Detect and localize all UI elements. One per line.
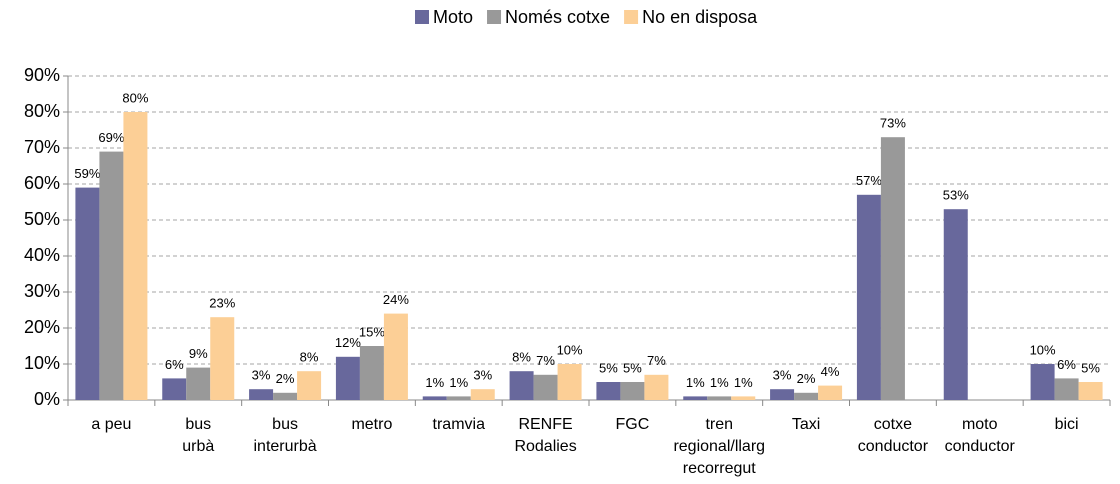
bar <box>383 313 408 400</box>
value-label: 1% <box>686 375 705 390</box>
y-tick-label: 60% <box>24 173 60 193</box>
bar <box>186 367 211 400</box>
legend-swatch <box>487 10 502 24</box>
value-label: 3% <box>473 368 492 383</box>
bar <box>880 137 905 400</box>
value-label: 8% <box>300 350 319 365</box>
value-label: 59% <box>74 166 100 181</box>
x-tick-label: bus interurbà <box>253 416 317 455</box>
bar <box>446 396 471 400</box>
value-label: 23% <box>209 296 235 311</box>
value-label: 5% <box>599 360 618 375</box>
value-label: 4% <box>821 364 840 379</box>
x-tick-label: cotxe conductor <box>857 416 929 455</box>
y-tick-label: 40% <box>24 245 60 265</box>
x-tick-label: bici <box>1054 416 1079 433</box>
value-label: 5% <box>1081 360 1100 375</box>
bar <box>1078 382 1103 400</box>
value-label: 1% <box>710 375 729 390</box>
value-label: 9% <box>189 346 208 361</box>
bar <box>509 371 534 400</box>
bar <box>273 392 298 400</box>
bar <box>731 396 756 400</box>
bar <box>707 396 732 400</box>
bar <box>75 187 100 400</box>
x-tick-label: a peu <box>91 416 132 433</box>
bar <box>596 382 621 400</box>
legend-label: No en disposa <box>642 7 758 27</box>
x-tick-label: tren regional/llarg recorregut <box>673 416 766 477</box>
value-label: 1% <box>449 375 468 390</box>
bar <box>644 374 669 400</box>
y-tick-label: 90% <box>24 65 60 85</box>
bar <box>123 112 148 400</box>
bar <box>297 371 322 400</box>
y-tick-label: 80% <box>24 101 60 121</box>
bar <box>162 378 187 400</box>
y-tick-label: 70% <box>24 137 60 157</box>
value-label: 1% <box>425 375 444 390</box>
value-label: 2% <box>276 371 295 386</box>
value-label: 15% <box>359 324 385 339</box>
value-label: 24% <box>383 292 409 307</box>
bar <box>794 392 819 400</box>
bar <box>557 364 582 400</box>
x-tick-label: moto conductor <box>944 416 1015 455</box>
value-label: 1% <box>734 375 753 390</box>
value-label: 8% <box>512 350 531 365</box>
x-tick-label: tramvia <box>432 416 485 433</box>
value-label: 2% <box>797 371 816 386</box>
value-label: 10% <box>1030 342 1056 357</box>
legend-swatch <box>624 10 639 24</box>
x-tick-label: RENFE Rodalies <box>514 416 577 455</box>
value-label: 7% <box>536 353 555 368</box>
value-label: 57% <box>856 173 882 188</box>
value-label: 5% <box>623 360 642 375</box>
bar <box>335 356 360 400</box>
value-label: 3% <box>252 368 271 383</box>
y-tick-label: 30% <box>24 281 60 301</box>
bar <box>249 389 274 400</box>
x-tick-label: FGC <box>615 416 650 433</box>
value-label: 6% <box>165 357 184 372</box>
x-tick-label: Taxi <box>791 416 821 433</box>
value-label: 10% <box>557 342 583 357</box>
value-label: 3% <box>773 368 792 383</box>
value-label: 53% <box>943 188 969 203</box>
bar <box>99 151 124 400</box>
y-tick-label: 20% <box>24 317 60 337</box>
bar <box>856 194 881 400</box>
bar <box>422 396 447 400</box>
bar <box>770 389 795 400</box>
bar <box>210 317 235 400</box>
legend-label: Només cotxe <box>505 7 610 27</box>
bar <box>359 346 384 400</box>
legend-swatch <box>415 10 429 24</box>
y-tick-label: 50% <box>24 209 60 229</box>
value-label: 12% <box>335 335 361 350</box>
value-label: 69% <box>98 130 124 145</box>
y-tick-label: 10% <box>24 353 60 373</box>
value-label: 80% <box>122 90 148 105</box>
bar <box>1054 378 1079 400</box>
bar <box>943 209 968 400</box>
bar <box>683 396 708 400</box>
value-label: 6% <box>1057 357 1076 372</box>
bar <box>533 374 558 400</box>
x-tick-label: metro <box>351 416 393 433</box>
value-label: 73% <box>880 116 906 131</box>
bar <box>1030 364 1055 400</box>
bar <box>470 389 495 400</box>
bar <box>818 385 843 400</box>
y-tick-label: 0% <box>34 389 60 409</box>
x-tick-label: bus urbà <box>182 416 215 455</box>
value-label: 7% <box>647 353 666 368</box>
legend-label: Moto <box>433 7 473 27</box>
bar <box>620 382 645 400</box>
